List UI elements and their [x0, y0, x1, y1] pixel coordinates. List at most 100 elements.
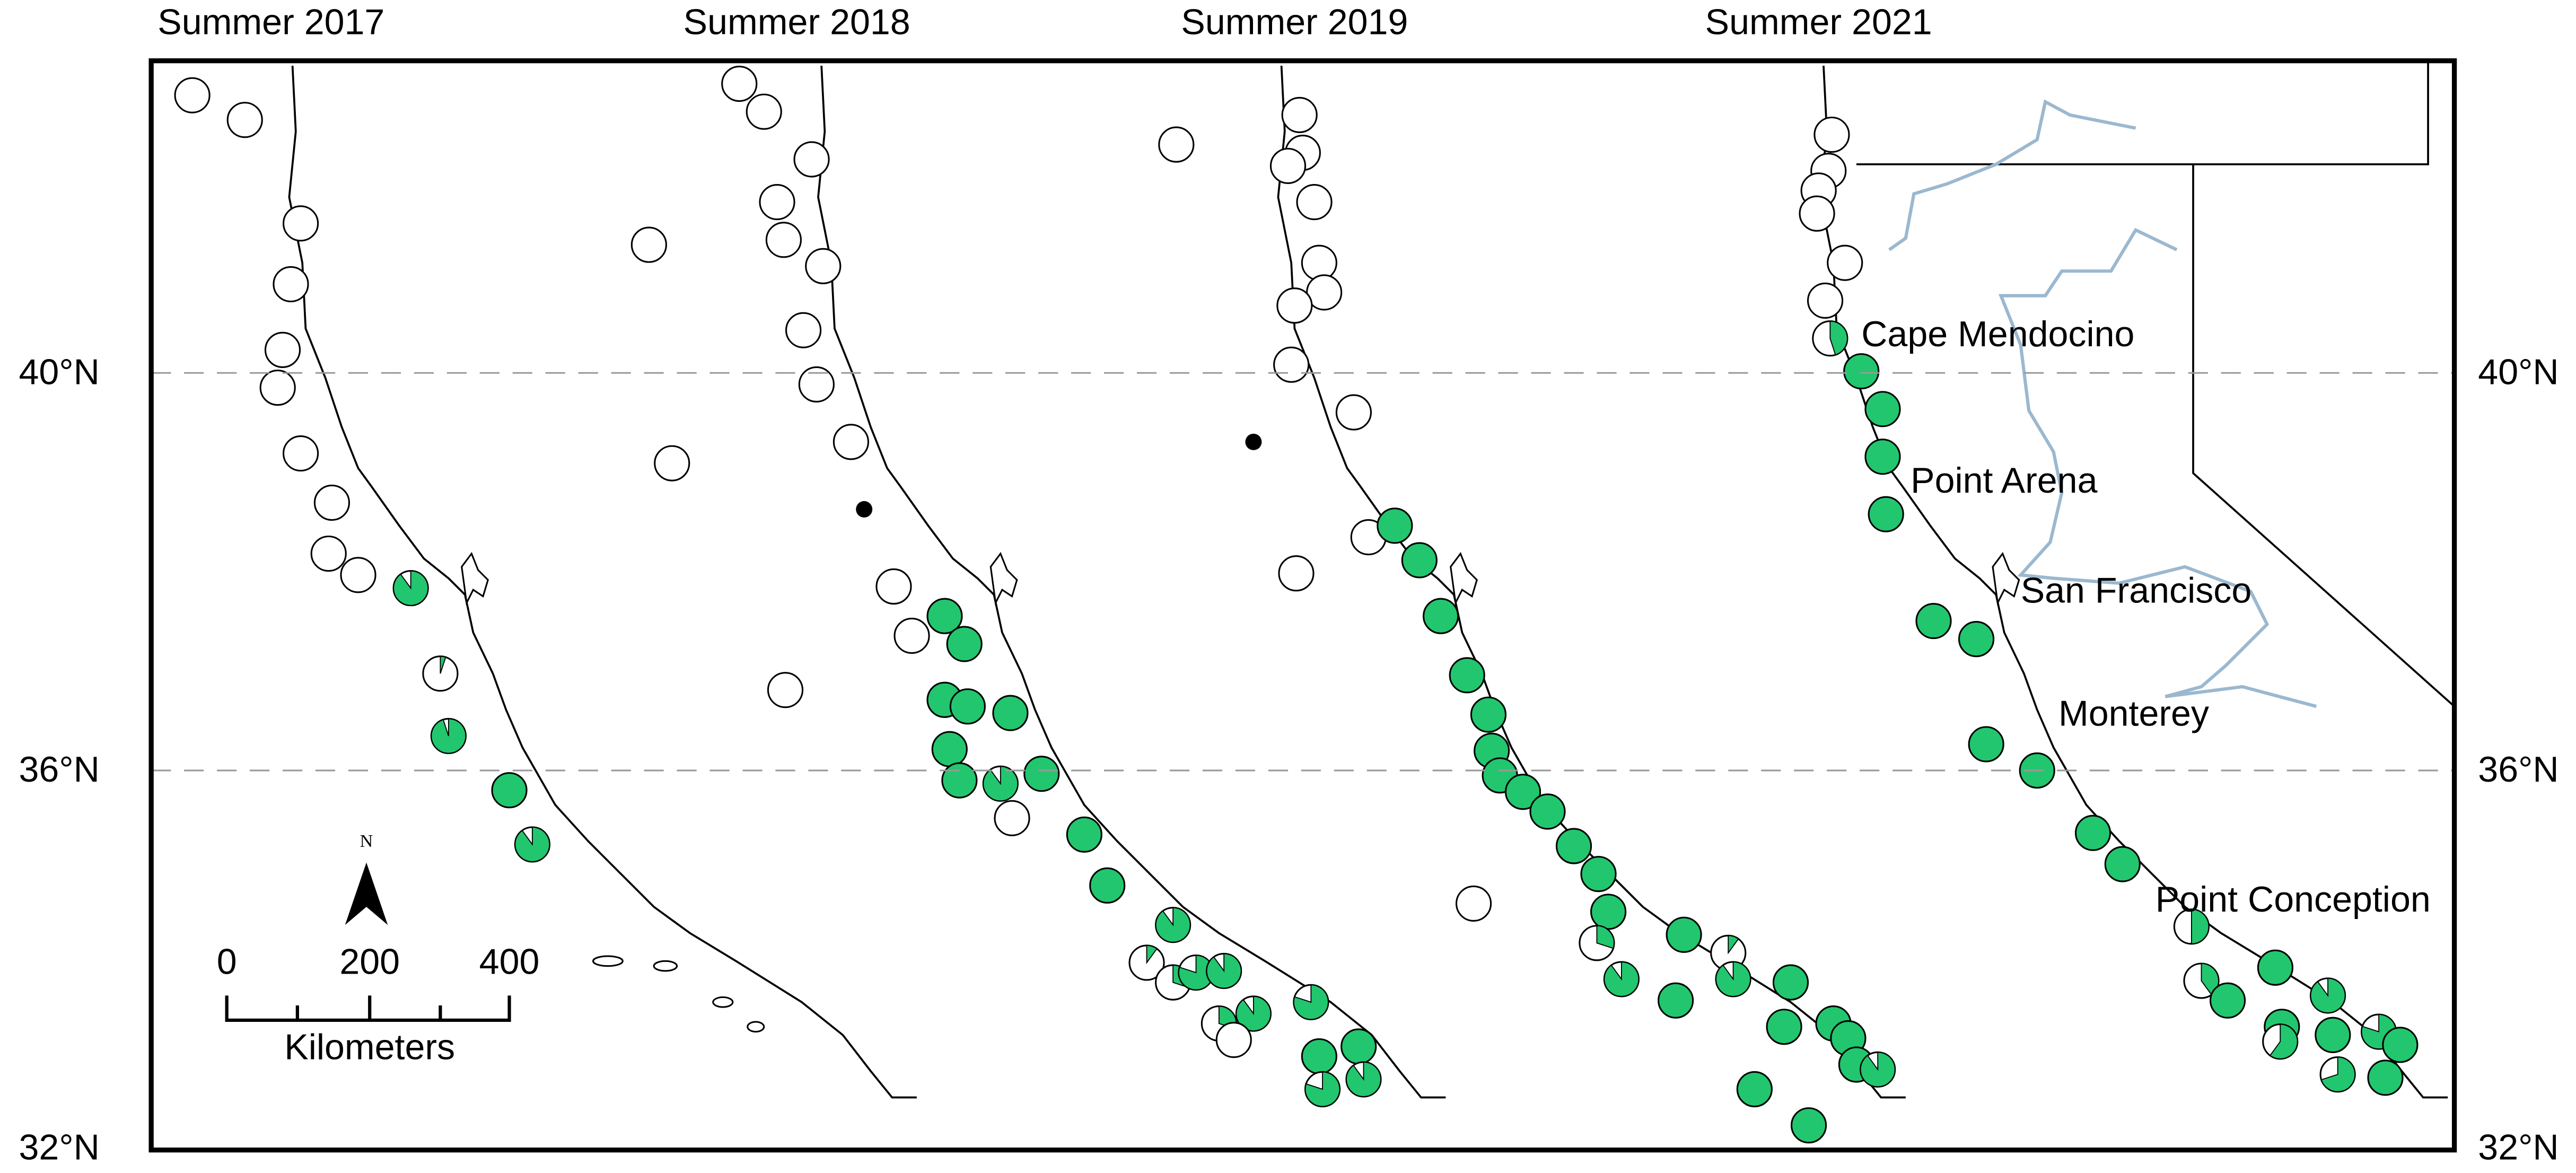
station: [1281, 97, 1318, 133]
station: [1915, 602, 1952, 640]
station: [1791, 1107, 1827, 1144]
scale-label: 200: [339, 942, 400, 982]
lat-label: 36°N: [2478, 749, 2559, 790]
station: [946, 626, 983, 662]
place-label: Point Arena: [1911, 460, 2097, 501]
place-label: Point Conception: [2156, 879, 2431, 920]
station: [805, 248, 842, 284]
station: [1843, 353, 1880, 390]
station-share: [1829, 320, 1848, 356]
station: [746, 93, 782, 130]
station-share: [2320, 1056, 2356, 1092]
station-share: [1293, 984, 1329, 1020]
island: [653, 960, 678, 972]
panel-title: Summer 2019: [1181, 2, 1408, 42]
station: [1658, 982, 1694, 1019]
island: [747, 1021, 765, 1033]
station-share: [1178, 955, 1214, 991]
lat-label: 32°N: [19, 1127, 100, 1168]
station: [1449, 657, 1485, 694]
frame: [148, 58, 2457, 1153]
station: [765, 222, 802, 258]
station-dot: [856, 501, 873, 518]
river: [1998, 227, 2317, 708]
station: [1423, 598, 1459, 634]
station: [1377, 507, 1413, 544]
scale-unit: Kilometers: [284, 1027, 455, 1067]
bay: [461, 552, 489, 606]
station: [2210, 982, 2246, 1019]
station: [992, 695, 1029, 731]
station: [1335, 394, 1372, 431]
station: [1504, 774, 1541, 810]
station-share: [2191, 908, 2210, 944]
station: [1736, 1071, 1773, 1108]
station: [283, 205, 319, 242]
station-share: [1236, 996, 1272, 1031]
station: [2367, 1060, 2404, 1096]
station: [259, 370, 296, 406]
north-label: N: [360, 831, 373, 851]
station: [1215, 1021, 1252, 1058]
station: [2257, 949, 2293, 986]
coastline: [817, 65, 1446, 1099]
station-share: [1860, 1052, 1896, 1088]
coastline: [288, 65, 917, 1099]
station: [491, 772, 528, 809]
station: [283, 435, 319, 472]
station-share: [1715, 961, 1751, 997]
station: [1772, 964, 1809, 1001]
station-share: [514, 826, 550, 862]
station: [1089, 867, 1126, 904]
island: [592, 955, 624, 967]
station-share: [1604, 961, 1640, 997]
station: [1580, 856, 1617, 892]
island: [712, 996, 734, 1008]
station: [340, 557, 376, 593]
coastline: [1819, 65, 2448, 1099]
river: [1888, 99, 2136, 251]
lat-label: 32°N: [2478, 1127, 2559, 1168]
station: [1301, 244, 1337, 281]
station-share: [1596, 925, 1615, 949]
station: [1529, 793, 1566, 830]
station: [2315, 1017, 2351, 1053]
scale-label: 400: [479, 942, 540, 982]
station: [1868, 496, 1904, 532]
station-share: [1304, 1071, 1340, 1107]
station: [1301, 1038, 1337, 1075]
station: [1276, 287, 1313, 324]
station-share: [1728, 935, 1739, 955]
station: [1269, 147, 1307, 184]
station: [1340, 1028, 1377, 1065]
station: [1296, 183, 1333, 221]
station: [310, 535, 347, 572]
station: [2074, 815, 2111, 851]
station: [941, 762, 978, 799]
station-share: [983, 766, 1019, 802]
station-share: [1346, 1061, 1381, 1097]
station: [174, 77, 211, 113]
station: [1827, 244, 1863, 281]
lat-label: 40°N: [2478, 352, 2559, 392]
state-line: [1856, 60, 2455, 707]
station: [313, 484, 351, 521]
station: [1799, 195, 1835, 232]
station: [1278, 555, 1315, 592]
place-label: Cape Mendocino: [1861, 314, 2134, 354]
station: [264, 331, 301, 368]
station: [767, 672, 804, 708]
station: [1456, 885, 1492, 922]
station: [1066, 816, 1102, 853]
panel-title: Summer 2018: [684, 2, 910, 42]
scale-bar: [225, 995, 511, 1022]
layers: [174, 60, 2455, 1144]
station: [273, 266, 309, 303]
station: [1555, 828, 1592, 864]
station: [1666, 916, 1702, 953]
station-share: [440, 655, 446, 674]
station: [1958, 621, 1995, 658]
north-arrow: [345, 862, 388, 925]
place-label: Monterey: [2058, 694, 2209, 734]
station-share: [1155, 907, 1191, 943]
